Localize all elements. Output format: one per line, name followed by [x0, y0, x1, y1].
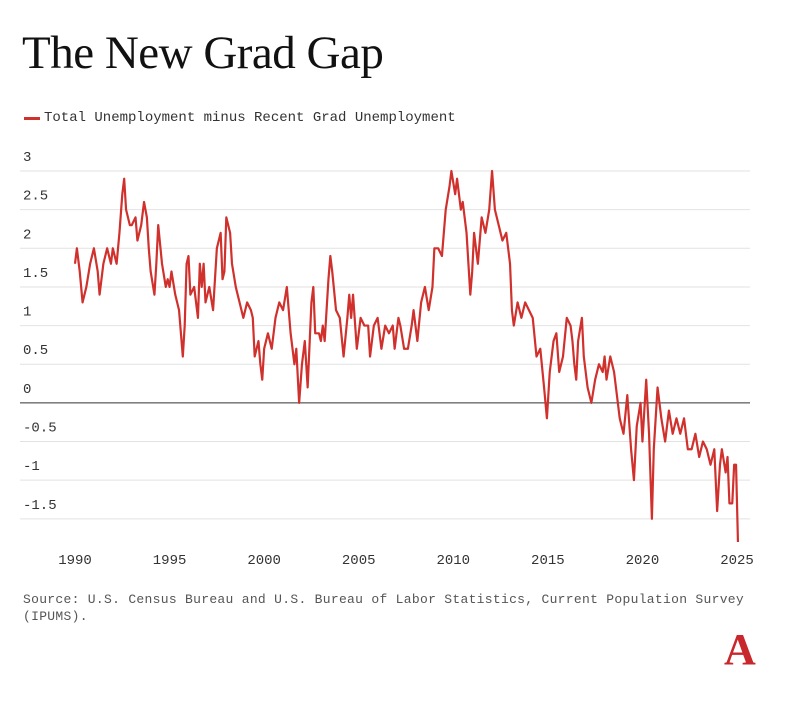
- legend-swatch: [24, 116, 40, 120]
- legend: Total Unemployment minus Recent Grad Une…: [24, 110, 456, 126]
- chart-title: The New Grad Gap: [22, 27, 384, 79]
- y-tick-label: 1: [23, 305, 31, 321]
- x-tick-label: 2010: [436, 553, 470, 569]
- y-tick-label: 2: [23, 227, 31, 243]
- y-tick-label: -1: [23, 459, 40, 475]
- x-tick-label: 1990: [58, 553, 92, 569]
- y-tick-label: 3: [23, 150, 31, 166]
- x-tick-label: 2020: [626, 553, 660, 569]
- data-line: [73, 169, 740, 543]
- source-note: Source: U.S. Census Bureau and U.S. Bure…: [23, 592, 745, 624]
- y-tick-label: -1.5: [23, 498, 57, 514]
- logo: A: [724, 625, 756, 674]
- x-tick-label: 2005: [342, 553, 376, 569]
- legend-label: Total Unemployment minus Recent Grad Une…: [44, 110, 456, 126]
- y-tick-label: 0: [23, 382, 31, 398]
- x-tick-label: 1995: [153, 553, 187, 569]
- x-tick-label: 2015: [531, 553, 565, 569]
- y-tick-label: 2.5: [23, 189, 48, 205]
- x-tick-label: 2000: [247, 553, 281, 569]
- y-tick-label: 0.5: [23, 343, 48, 359]
- y-tick-label: 1.5: [23, 266, 48, 282]
- x-tick-label: 2025: [720, 553, 754, 569]
- y-tick-label: -0.5: [23, 421, 57, 437]
